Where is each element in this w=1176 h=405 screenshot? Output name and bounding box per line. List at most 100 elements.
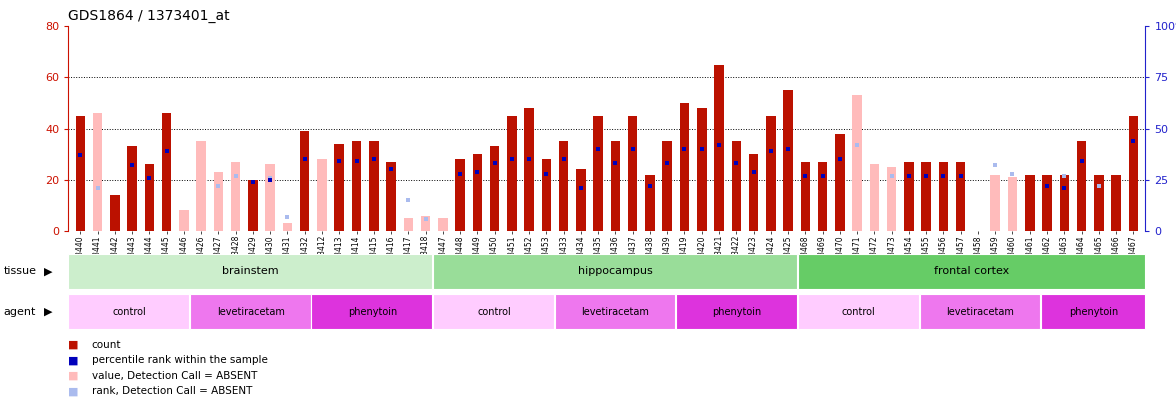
Bar	[1094, 175, 1103, 231]
Bar	[799, 254, 1144, 289]
Bar	[1094, 185, 1103, 231]
Bar	[1077, 141, 1087, 231]
Bar	[714, 65, 723, 231]
Text: levetiracetam: levetiracetam	[216, 307, 285, 317]
Text: hippocampus: hippocampus	[579, 266, 653, 276]
Text: ▶: ▶	[44, 266, 52, 276]
Bar	[680, 103, 689, 231]
Bar	[817, 162, 828, 231]
Text: frontal cortex: frontal cortex	[934, 266, 1009, 276]
Bar	[179, 211, 188, 231]
Bar	[576, 169, 586, 231]
Bar	[455, 159, 465, 231]
Bar	[697, 108, 707, 231]
Bar	[1060, 175, 1069, 231]
Bar	[300, 131, 309, 231]
Bar	[421, 215, 430, 231]
Bar	[162, 113, 172, 231]
Text: control: control	[112, 307, 146, 317]
Text: tissue: tissue	[4, 266, 36, 276]
Bar	[1111, 175, 1121, 231]
Text: phenytoin: phenytoin	[348, 307, 396, 317]
Text: GDS1864 / 1373401_at: GDS1864 / 1373401_at	[68, 9, 229, 23]
Text: percentile rank within the sample: percentile rank within the sample	[92, 356, 268, 365]
Bar	[214, 172, 223, 231]
Bar	[266, 164, 275, 231]
Bar	[248, 180, 258, 231]
Bar	[93, 113, 102, 231]
Text: ■: ■	[68, 340, 79, 350]
Bar	[555, 294, 675, 329]
Bar	[230, 162, 240, 231]
Bar	[956, 177, 965, 231]
Bar	[1129, 116, 1138, 231]
Text: levetiracetam: levetiracetam	[582, 307, 649, 317]
Text: ■: ■	[68, 356, 79, 365]
Bar	[318, 159, 327, 231]
Bar	[507, 116, 516, 231]
Bar	[646, 175, 655, 231]
Text: value, Detection Call = ABSENT: value, Detection Call = ABSENT	[92, 371, 258, 381]
Bar	[956, 162, 965, 231]
Bar	[127, 147, 136, 231]
Bar	[766, 116, 775, 231]
Bar	[352, 141, 361, 231]
Bar	[610, 141, 620, 231]
Bar	[799, 294, 918, 329]
Bar	[938, 162, 948, 231]
Bar	[403, 218, 413, 231]
Bar	[1041, 294, 1144, 329]
Bar	[433, 294, 554, 329]
Bar	[68, 294, 189, 329]
Bar	[111, 195, 120, 231]
Bar	[312, 294, 433, 329]
Text: phenytoin: phenytoin	[713, 307, 762, 317]
Text: ■: ■	[68, 371, 79, 381]
Text: count: count	[92, 340, 121, 350]
Bar	[594, 116, 603, 231]
Bar	[145, 164, 154, 231]
Text: brainstem: brainstem	[222, 266, 279, 276]
Bar	[369, 141, 379, 231]
Text: ▶: ▶	[44, 307, 52, 317]
Bar	[473, 154, 482, 231]
Bar	[920, 294, 1041, 329]
Bar	[731, 141, 741, 231]
Bar	[433, 254, 797, 289]
Bar	[1060, 175, 1069, 231]
Bar	[542, 159, 552, 231]
Bar	[835, 134, 844, 231]
Bar	[783, 90, 793, 231]
Bar	[490, 147, 500, 231]
Bar	[559, 141, 568, 231]
Text: levetiracetam: levetiracetam	[947, 307, 1015, 317]
Bar	[68, 254, 433, 289]
Bar	[334, 144, 345, 231]
Text: rank, Detection Call = ABSENT: rank, Detection Call = ABSENT	[92, 386, 252, 396]
Bar	[75, 116, 85, 231]
Text: control: control	[477, 307, 510, 317]
Text: ■: ■	[68, 386, 79, 396]
Bar	[196, 141, 206, 231]
Bar	[1025, 175, 1035, 231]
Bar	[887, 167, 896, 231]
Bar	[282, 223, 292, 231]
Bar	[801, 162, 810, 231]
Bar	[662, 141, 671, 231]
Bar	[1042, 180, 1051, 231]
Bar	[189, 294, 310, 329]
Bar	[1042, 175, 1051, 231]
Bar	[628, 116, 637, 231]
Text: agent: agent	[4, 307, 36, 317]
Bar	[904, 162, 914, 231]
Bar	[922, 162, 931, 231]
Bar	[990, 175, 1000, 231]
Bar	[922, 172, 931, 231]
Bar	[439, 218, 448, 231]
Text: phenytoin: phenytoin	[1069, 307, 1118, 317]
Bar	[853, 95, 862, 231]
Bar	[676, 294, 797, 329]
Bar	[1008, 177, 1017, 231]
Bar	[524, 108, 534, 231]
Text: control: control	[842, 307, 876, 317]
